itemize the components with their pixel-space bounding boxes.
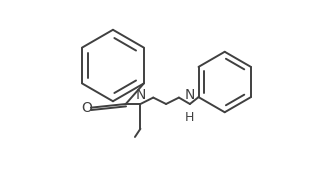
Text: N: N	[185, 88, 195, 102]
Text: H: H	[185, 111, 194, 124]
Text: O: O	[81, 101, 92, 115]
Text: N: N	[135, 88, 146, 102]
